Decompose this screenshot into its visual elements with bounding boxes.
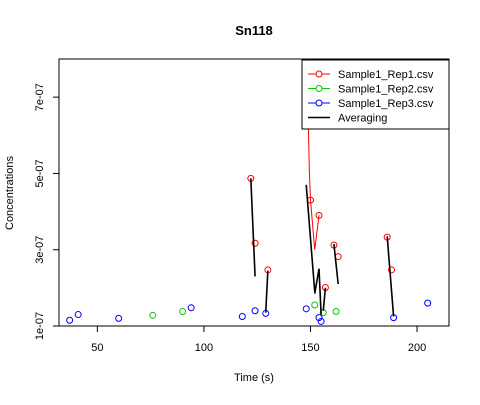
averaging-segment xyxy=(318,268,322,315)
averaging-segment xyxy=(386,236,395,317)
data-point-sample1-rep2-csv xyxy=(311,301,319,309)
data-point-sample1-rep3-csv xyxy=(317,317,325,325)
data-point-sample1-rep3-csv xyxy=(424,299,432,307)
data-point-sample1-rep1-csv xyxy=(251,239,259,247)
data-point-sample1-rep3-csv xyxy=(238,312,246,320)
x-axis-label: Time (s) xyxy=(234,372,274,384)
y-tick-label: 1e-07 xyxy=(34,312,46,340)
data-point-sample1-rep3-csv xyxy=(66,316,74,324)
legend-swatch-point-sample1-rep3-csv xyxy=(315,99,323,107)
x-tick-label: 100 xyxy=(195,342,213,354)
data-point-sample1-rep3-csv xyxy=(315,314,323,322)
data-point-sample1-rep3-csv xyxy=(187,304,195,312)
data-point-sample1-rep3-csv xyxy=(74,311,82,319)
x-tick-label: 50 xyxy=(91,342,103,354)
series-line-sample1-rep1-csv xyxy=(306,59,320,250)
plot-area xyxy=(66,59,432,325)
averaging-segment xyxy=(322,287,327,311)
plot-frame xyxy=(58,58,450,327)
x-tick-label: 150 xyxy=(301,342,319,354)
averaging-segment xyxy=(250,178,256,277)
chart-title: Sn118 xyxy=(235,23,273,38)
legend-label: Sample1_Rep3.csv xyxy=(338,98,434,110)
data-point-sample1-rep1-csv xyxy=(387,266,395,274)
y-tick-label: 5e-07 xyxy=(34,159,46,187)
averaging-segment xyxy=(333,243,339,285)
legend-swatch-point-sample1-rep1-csv xyxy=(315,70,323,78)
data-point-sample1-rep3-csv xyxy=(302,305,310,313)
data-point-sample1-rep3-csv xyxy=(251,307,259,315)
data-point-sample1-rep2-csv xyxy=(179,308,187,316)
legend-label: Sample1_Rep1.csv xyxy=(338,69,434,81)
averaging-segment xyxy=(305,184,316,292)
data-point-sample1-rep3-csv xyxy=(115,314,123,322)
data-point-sample1-rep2-csv xyxy=(149,311,157,319)
averaging-segment xyxy=(264,270,269,313)
x-tick-label: 200 xyxy=(408,342,426,354)
averaging-segment xyxy=(313,268,320,294)
data-point-sample1-rep2-csv xyxy=(332,308,340,316)
y-tick-label: 3e-07 xyxy=(34,236,46,264)
legend: Sample1_Rep1.csv Sample1_Rep2.csv Sample1_… xyxy=(301,59,450,130)
y-axis-label: Concentrations xyxy=(4,156,16,230)
legend-label: Sample1_Rep2.csv xyxy=(338,84,434,96)
data-point-sample1-rep1-csv xyxy=(315,211,323,219)
legend-swatch-point-sample1-rep2-csv xyxy=(315,85,323,92)
legend-label: Averaging xyxy=(338,113,387,125)
y-tick-label: 7e-07 xyxy=(34,83,46,111)
